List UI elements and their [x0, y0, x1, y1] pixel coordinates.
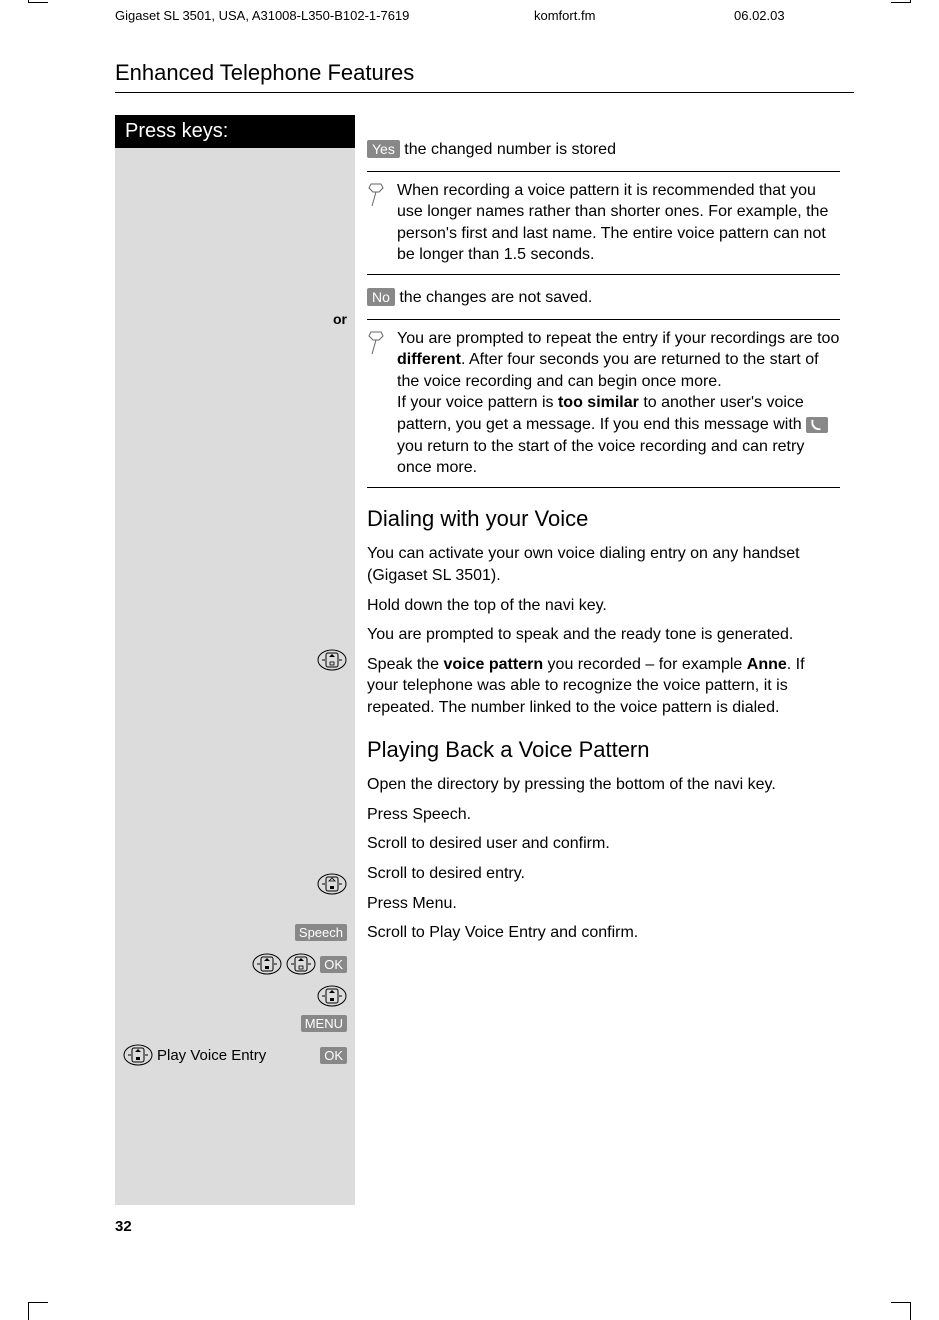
navi-bottom-icon-row [317, 873, 347, 895]
note-box-1: When recording a voice pattern it is rec… [367, 171, 840, 275]
menu-pill: MENU [301, 1015, 347, 1032]
no-line: No the changes are not saved. [367, 287, 840, 309]
ok-pill: OK [320, 956, 347, 973]
playback-p4: Scroll to desired entry. [367, 863, 840, 885]
dialing-p2: Hold down the top of the navi key. [367, 595, 840, 617]
play-voice-entry-row: Play Voice Entry OK [123, 1044, 347, 1066]
dialing-p4: Speak the voice pattern you recorded – f… [367, 654, 840, 719]
navi-updown-row [317, 985, 347, 1007]
navi-top-icon [286, 953, 316, 975]
or-label: or [333, 311, 347, 327]
playback-p3: Scroll to desired user and confirm. [367, 833, 840, 855]
header-right: 06.02.03 [734, 8, 854, 23]
dialing-title: Dialing with your Voice [367, 504, 840, 534]
section-title: Enhanced Telephone Features [115, 60, 854, 93]
navi-updown-icon [123, 1044, 153, 1066]
pin-icon [367, 180, 397, 266]
running-header: Gigaset SL 3501, USA, A31008-L350-B102-1… [115, 8, 854, 23]
navi-top-icon [317, 649, 347, 671]
header-left: Gigaset SL 3501, USA, A31008-L350-B102-1… [115, 8, 534, 23]
navi-bottom-icon [317, 873, 347, 895]
navi-key-icon-row [317, 649, 347, 671]
playback-p5: Press Menu. [367, 893, 840, 915]
right-column: Yes the changed number is stored When re… [355, 115, 840, 1205]
playback-p6: Scroll to Play Voice Entry and confirm. [367, 922, 840, 944]
no-pill: No [367, 288, 395, 306]
navi-updown-icon [317, 985, 347, 1007]
yes-pill: Yes [367, 140, 400, 158]
dialing-p3: You are prompted to speak and the ready … [367, 624, 840, 646]
playback-p1: Open the directory by pressing the botto… [367, 774, 840, 796]
note-box-2: You are prompted to repeat the entry if … [367, 319, 840, 488]
note2-text: You are prompted to repeat the entry if … [397, 328, 840, 479]
playback-title: Playing Back a Voice Pattern [367, 735, 840, 765]
play-voice-entry-label: Play Voice Entry [157, 1047, 266, 1064]
speech-key-row: Speech [295, 924, 347, 941]
navi-ok-row: OK [252, 953, 347, 975]
navi-updown-icon [252, 953, 282, 975]
header-center: komfort.fm [534, 8, 734, 23]
speech-pill: Speech [295, 924, 347, 941]
page-number: 32 [115, 1218, 132, 1235]
back-key-icon [806, 417, 828, 433]
note1-text: When recording a voice pattern it is rec… [397, 180, 840, 266]
press-keys-heading: Press keys: [115, 115, 355, 148]
yes-line: Yes the changed number is stored [367, 139, 840, 161]
ok-pill: OK [320, 1047, 347, 1064]
dialing-p1: You can activate your own voice dialing … [367, 543, 840, 586]
left-column: Press keys: or [115, 115, 355, 1205]
playback-p2: Press Speech. [367, 804, 840, 826]
pin-icon [367, 328, 397, 479]
menu-key-row: MENU [301, 1015, 347, 1032]
